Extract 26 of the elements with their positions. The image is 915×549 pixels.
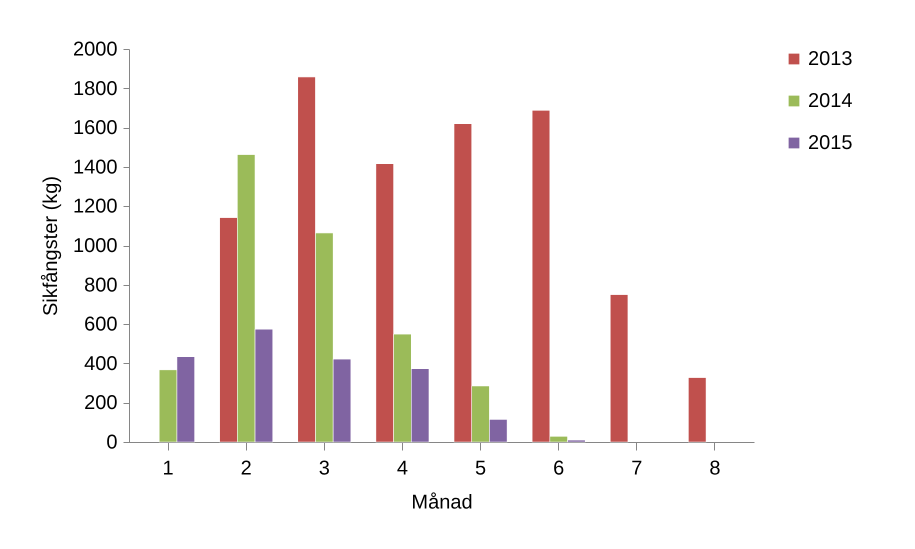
x-tick-label: 8 xyxy=(709,458,720,480)
y-tick-label: 1400 xyxy=(73,156,118,178)
y-tick-label: 1000 xyxy=(73,235,118,257)
x-tick-label: 5 xyxy=(475,458,486,480)
legend-label: 2014 xyxy=(808,90,852,112)
legend-label: 2013 xyxy=(808,48,852,70)
x-tick-label: 7 xyxy=(631,458,642,480)
y-tick-label: 1800 xyxy=(73,78,118,100)
legend-label: 2015 xyxy=(808,132,852,154)
y-tick-label: 0 xyxy=(106,432,118,454)
x-tick-label: 1 xyxy=(162,458,174,480)
y-tick-label: 1200 xyxy=(73,196,118,218)
x-tick-label: 2 xyxy=(240,458,252,480)
bar xyxy=(610,294,628,442)
y-tick-label: 600 xyxy=(84,314,118,336)
y-tick-label: 400 xyxy=(84,352,118,375)
x-tick-label: 4 xyxy=(396,458,408,480)
x-axis-title: Månad xyxy=(411,492,473,514)
bar xyxy=(688,377,706,442)
x-tick-label: 6 xyxy=(553,458,564,480)
y-tick-label: 800 xyxy=(84,274,118,296)
y-tick-label: 1600 xyxy=(73,117,118,140)
y-axis-title: Sikfångster (kg) xyxy=(40,176,62,316)
x-tick-label: 3 xyxy=(318,458,330,480)
y-tick-label: 2000 xyxy=(73,38,118,60)
y-tick-label: 200 xyxy=(84,392,118,414)
